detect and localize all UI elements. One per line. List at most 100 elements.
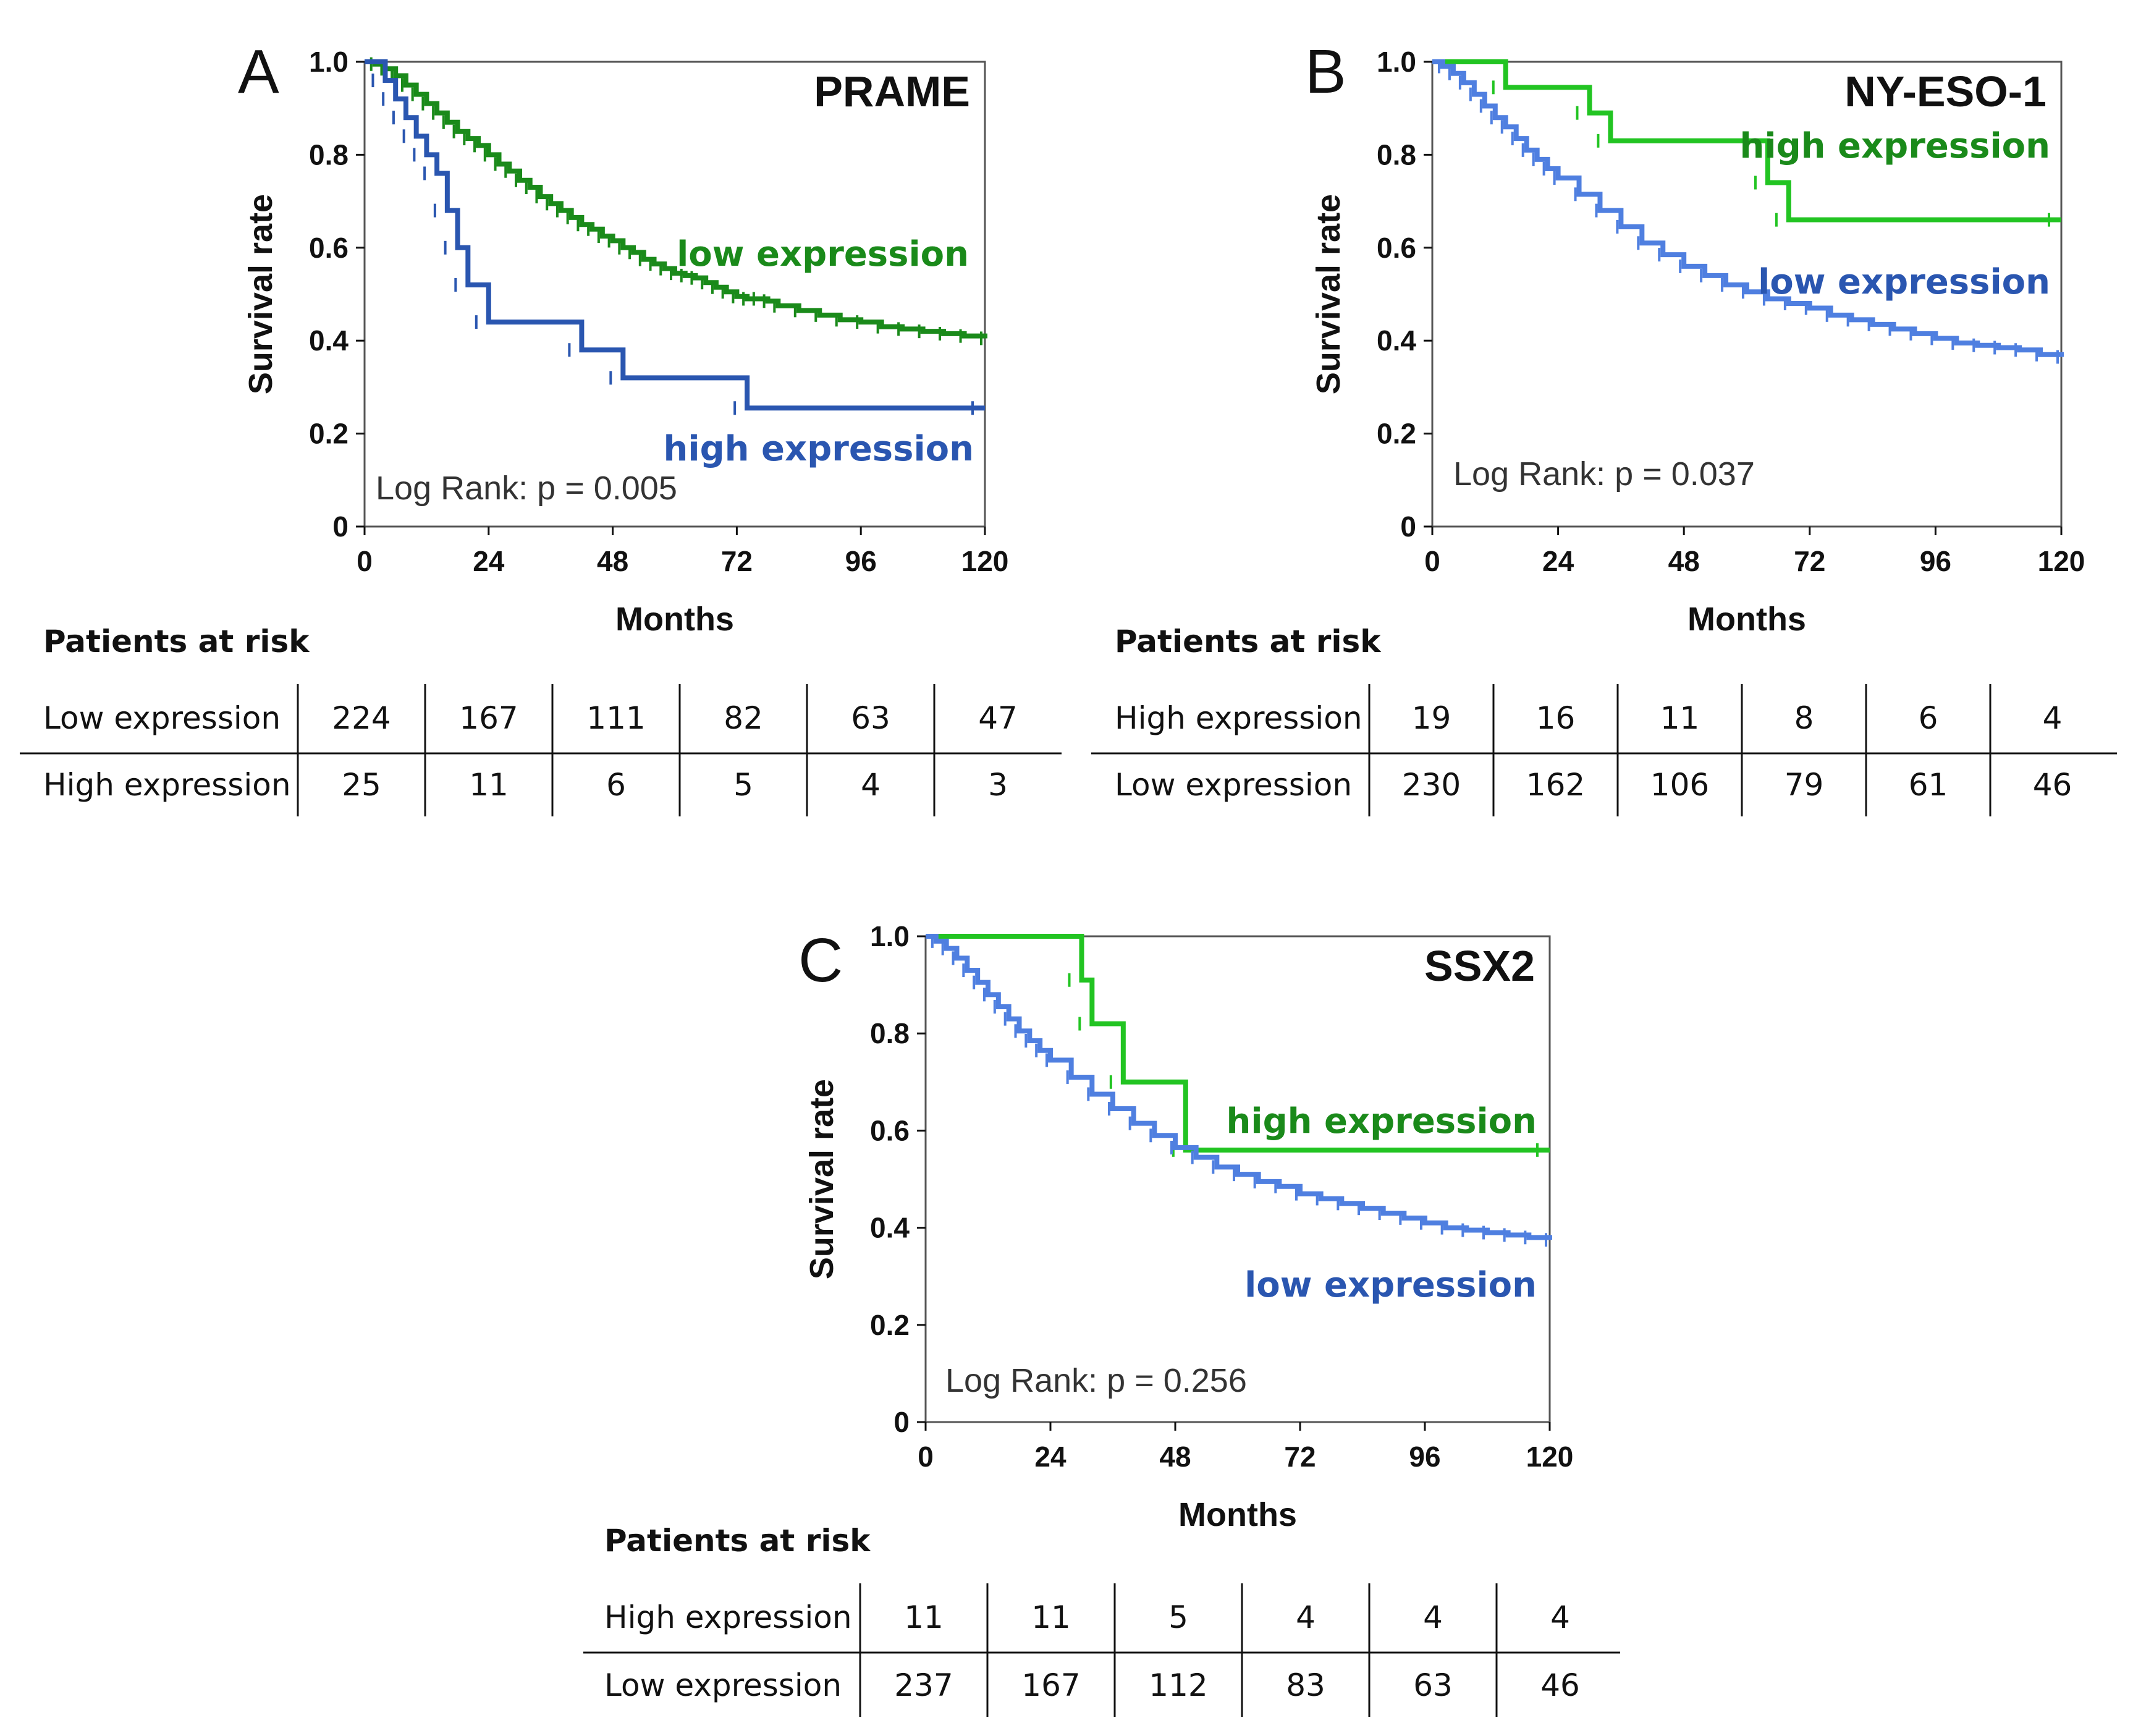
chart-title: NY-ESO-1	[1844, 67, 2046, 116]
x-tick-label: 96	[1920, 545, 1951, 577]
risk-cell: 46	[1540, 1667, 1580, 1703]
logrank-label: Log Rank: p = 0.005	[376, 470, 677, 507]
risk-cell: 63	[851, 700, 890, 736]
risk-cell: 167	[459, 700, 518, 736]
legend-low-expression: low expression	[1244, 1265, 1537, 1305]
x-tick-label: 96	[1409, 1441, 1440, 1473]
survival-line-high-expression	[365, 59, 985, 411]
logrank-label: Log Rank: p = 0.256	[945, 1362, 1247, 1399]
risk-table-title: Patients at risk	[604, 1523, 871, 1559]
y-tick-label: 0.6	[870, 1114, 910, 1146]
panel-letter: B	[1305, 37, 1346, 106]
x-tick-label: 120	[961, 545, 1009, 577]
chart-title: PRAME	[814, 67, 970, 116]
legend-high-expression: high expression	[664, 429, 974, 469]
y-tick-label: 0.4	[309, 324, 348, 357]
risk-table-title: Patients at risk	[43, 624, 310, 659]
y-tick-label: 0.4	[1377, 324, 1416, 357]
x-tick-label: 24	[473, 545, 505, 577]
risk-cell: 162	[1526, 767, 1585, 803]
risk-cell: 82	[724, 700, 763, 736]
y-tick-label: 1.0	[309, 46, 348, 78]
x-tick-label: 72	[1284, 1441, 1316, 1473]
x-tick-label: 0	[1424, 545, 1440, 577]
risk-cell: 63	[1413, 1667, 1453, 1703]
legend-high-expression: high expression	[1740, 126, 2051, 166]
risk-row-label: High expression	[604, 1599, 852, 1635]
survival-line-high-expression	[926, 934, 1550, 1153]
risk-row-label: Low expression	[43, 700, 281, 736]
y-tick-label: 1.0	[870, 920, 910, 952]
risk-cell: 237	[894, 1667, 953, 1703]
risk-cell: 19	[1412, 700, 1451, 736]
risk-cell: 6	[606, 767, 626, 803]
risk-cell: 111	[586, 700, 645, 736]
x-tick-label: 120	[1526, 1441, 1574, 1473]
risk-table-title: Patients at risk	[1115, 624, 1382, 659]
risk-table-A: Patients at risk Low expression 224 167 111 8…	[20, 624, 1062, 816]
legend-low-expression: low expression	[677, 234, 969, 274]
legend-high-expression: high expression	[1227, 1101, 1537, 1141]
survival-line-high-expression	[1432, 59, 2061, 222]
risk-cell: 8	[1794, 700, 1814, 736]
risk-cell: 4	[1296, 1599, 1316, 1635]
risk-row-label: Low expression	[604, 1667, 842, 1703]
risk-cell: 11	[469, 767, 509, 803]
risk-table-B: Patients at risk High expression 19 16 11 8 6 4…	[1091, 624, 2117, 816]
y-tick-label: 0.6	[309, 232, 348, 264]
survival-line-low-expression	[1432, 59, 2064, 357]
risk-cell: 106	[1650, 767, 1709, 803]
x-tick-label: 72	[1794, 545, 1825, 577]
x-tick-label: 96	[845, 545, 877, 577]
risk-cell: 79	[1785, 767, 1824, 803]
risk-cell: 46	[2033, 767, 2072, 803]
survival-line-low-expression	[926, 934, 1552, 1240]
risk-row-label: High expression	[43, 767, 291, 803]
risk-row-label: High expression	[1115, 700, 1362, 736]
risk-cell: 11	[904, 1599, 944, 1635]
x-axis-label: Months	[1687, 601, 1806, 638]
risk-cell: 16	[1536, 700, 1576, 736]
plot-frame	[924, 935, 1551, 1423]
risk-cell: 224	[332, 700, 391, 736]
y-tick-label: 0	[332, 510, 348, 543]
risk-cell: 4	[861, 767, 881, 803]
y-axis-label: Survival rate	[1310, 194, 1347, 394]
x-tick-label: 120	[2038, 545, 2085, 577]
risk-cell: 25	[342, 767, 381, 803]
y-tick-label: 0.8	[1377, 138, 1416, 171]
panel-letter: C	[798, 926, 843, 995]
y-tick-label: 0.2	[309, 418, 348, 450]
risk-cell: 83	[1286, 1667, 1325, 1703]
panel-C: 0 0.2 0.4 0.6 0.8 1.0 0 24 48 72 96 120 Months Surviv…	[798, 920, 1573, 1533]
risk-cell: 6	[1919, 700, 1938, 736]
x-axis-label: Months	[1178, 1496, 1297, 1533]
y-tick-label: 0.8	[870, 1017, 910, 1049]
plot-frame	[363, 61, 986, 528]
x-tick-label: 72	[721, 545, 753, 577]
x-axis-label: Months	[615, 601, 734, 638]
panel-A: 0 0.2 0.4 0.6 0.8 1.0 0 24 48 72 96 120 Months Surviv…	[238, 37, 1008, 638]
y-tick-label: 0.8	[309, 138, 348, 171]
y-tick-label: 0.6	[1377, 232, 1416, 264]
risk-cell: 4	[1550, 1599, 1570, 1635]
risk-cell: 11	[1031, 1599, 1071, 1635]
risk-cell: 4	[1423, 1599, 1443, 1635]
risk-cell: 47	[978, 700, 1018, 736]
x-tick-label: 24	[1034, 1441, 1066, 1473]
y-tick-label: 0	[893, 1406, 910, 1438]
legend-low-expression: low expression	[1758, 262, 2050, 302]
risk-cell: 4	[2043, 700, 2063, 736]
chart-title: SSX2	[1424, 942, 1535, 990]
y-axis-label: Survival rate	[803, 1079, 840, 1279]
risk-table-C: Patients at risk High expression 11 11 5 4 4 4 L…	[583, 1523, 1620, 1717]
x-tick-label: 48	[597, 545, 628, 577]
risk-cell: 5	[733, 767, 753, 803]
x-tick-label: 0	[918, 1441, 934, 1473]
x-tick-label: 48	[1159, 1441, 1191, 1473]
plot-frame	[1431, 61, 2063, 528]
y-tick-label: 0	[1400, 510, 1416, 543]
risk-cell: 11	[1660, 700, 1700, 736]
y-tick-label: 1.0	[1377, 46, 1416, 78]
